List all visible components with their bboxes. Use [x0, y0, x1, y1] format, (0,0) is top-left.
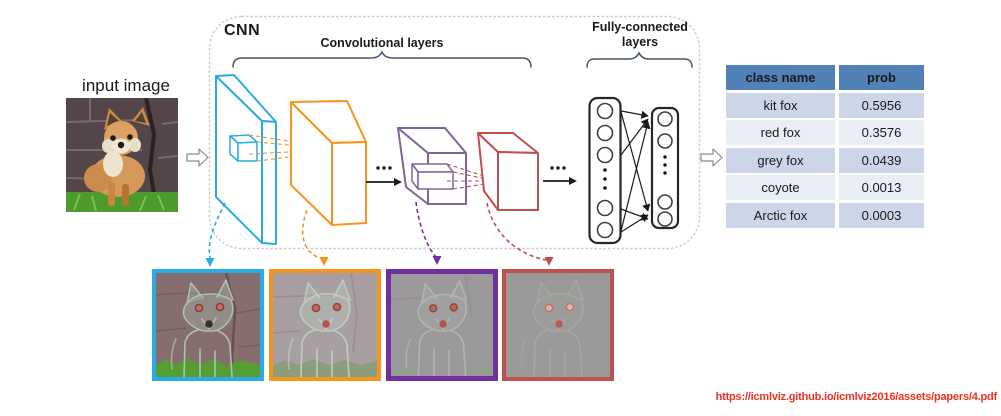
table-header-row: class name prob: [726, 65, 924, 90]
fc-layers-label: Fully-connected layers: [592, 20, 688, 49]
fc-layer-2: [650, 106, 680, 230]
prob-cell: 0.0003: [839, 202, 924, 228]
class-name-cell: kit fox: [726, 92, 835, 118]
cnn-label: CNN: [224, 22, 261, 39]
table-row: red fox 0.3576: [726, 120, 924, 145]
input-image-label: input image: [82, 76, 170, 95]
fc-connection-arrows: [620, 110, 651, 233]
feature-map-pointer-orange: [301, 209, 329, 266]
conv-layers-label: Convolutional layers: [320, 36, 444, 50]
ellipsis-icon: [550, 166, 566, 170]
feature-map-4: [502, 269, 614, 381]
fc-layer-1: [588, 96, 622, 245]
class-name-cell: Arctic fox: [726, 202, 835, 228]
table-row: coyote 0.0013: [726, 175, 924, 200]
feature-map-pointer-cyan: [205, 202, 226, 267]
feature-map-3: [386, 269, 498, 381]
class-name-header: class name: [726, 65, 835, 90]
input-arrow-icon: [186, 148, 209, 167]
feature-map-pointer-red: [486, 202, 554, 266]
feature-map-2: [269, 269, 381, 381]
conv-filter-cube-purple: [411, 163, 454, 190]
conv-layer-2-orange: [290, 100, 367, 226]
prob-cell: 0.5956: [839, 92, 924, 118]
conv-filter-cube-cyan: [229, 134, 258, 162]
table-row: grey fox 0.0439: [726, 147, 924, 173]
input-image: [66, 98, 178, 212]
fc-layers-brace: [586, 51, 693, 68]
class-name-cell: grey fox: [726, 147, 835, 173]
prob-cell: 0.0439: [839, 147, 924, 173]
output-arrow-icon: [700, 148, 723, 167]
conv-layers-brace: [232, 50, 532, 68]
prob-cell: 0.3576: [839, 120, 924, 145]
feature-map-1: [152, 269, 264, 381]
table-row: Arctic fox 0.0003: [726, 202, 924, 228]
prob-cell: 0.0013: [839, 175, 924, 200]
source-url-link[interactable]: https://icmlviz.github.io/icmlviz2016/as…: [715, 391, 998, 403]
probability-table: class name prob kit fox 0.5956 red fox 0…: [726, 65, 924, 228]
table-row: kit fox 0.5956: [726, 92, 924, 118]
prob-header: prob: [839, 65, 924, 90]
ellipsis-icon: [376, 166, 392, 170]
conv-layer-4-red: [477, 132, 539, 211]
class-name-cell: coyote: [726, 175, 835, 200]
flow-arrow-icon: [543, 177, 577, 185]
class-name-cell: red fox: [726, 120, 835, 145]
feature-map-pointer-purple: [415, 201, 442, 265]
flow-arrow-icon: [366, 178, 402, 186]
